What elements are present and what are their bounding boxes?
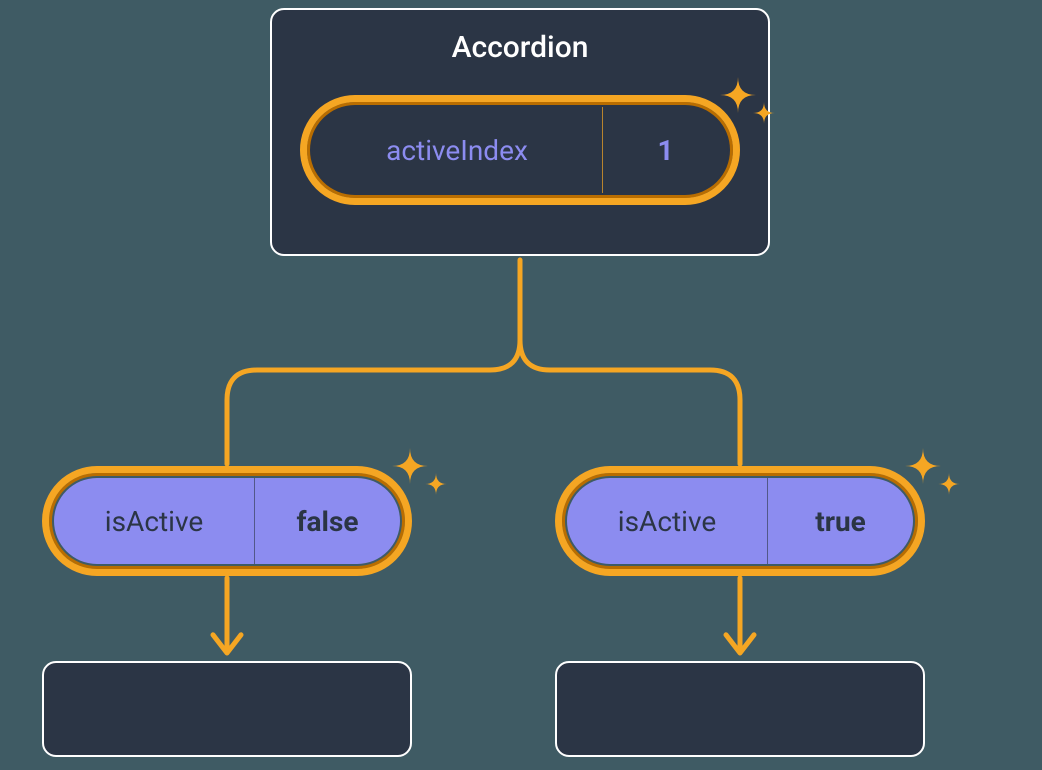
panel-node-left: Panel — [42, 661, 412, 757]
panel-node-right: Panel — [555, 661, 925, 757]
is-active-value-right: true — [815, 505, 866, 538]
is-active-label-left: isActive — [105, 505, 203, 538]
node-title: Accordion — [270, 30, 770, 65]
is-active-pill-left: isActive false — [42, 466, 412, 576]
pill-value: true — [768, 478, 913, 564]
pill-label: isActive — [54, 478, 254, 564]
active-index-label: activeIndex — [386, 134, 528, 167]
active-index-value: 1 — [657, 134, 673, 167]
is-active-pill-right: isActive true — [555, 466, 925, 576]
is-active-label-right: isActive — [618, 505, 716, 538]
node-body — [555, 661, 925, 757]
node-body — [42, 661, 412, 757]
pill-value: 1 — [603, 107, 728, 193]
pill-value: false — [255, 478, 400, 564]
active-index-pill: activeIndex 1 — [300, 95, 740, 205]
accordion-title-text: Accordion — [452, 30, 589, 65]
is-active-value-left: false — [297, 505, 359, 538]
pill-label: isActive — [567, 478, 767, 564]
pill-label: activeIndex — [312, 107, 602, 193]
